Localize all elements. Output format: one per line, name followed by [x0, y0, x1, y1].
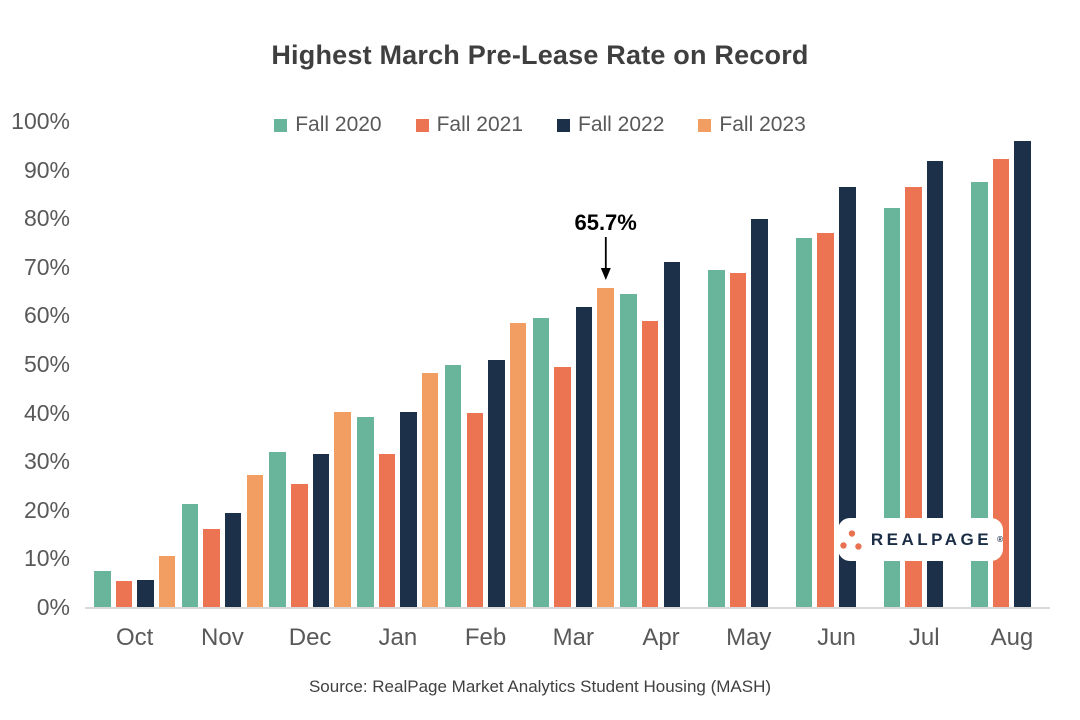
bar-fall-2020-oct	[94, 571, 111, 607]
data-label-value: 65.7%	[574, 209, 637, 235]
y-tick-label-50: 50%	[23, 351, 70, 377]
bar-fall-2020-may	[708, 270, 725, 607]
realpage-logo: REALPAGE ®	[838, 518, 1003, 561]
bar-fall-2023-mar	[597, 287, 614, 607]
bar-fall-2021-aug	[992, 158, 1010, 607]
chart-title: Highest March Pre-Lease Rate on Record	[271, 40, 809, 70]
bar-fall-2022-jun	[839, 186, 856, 607]
legend-swatch-icon	[415, 118, 429, 132]
legend-item-fall-2021: Fall 2021	[415, 113, 523, 137]
legend-item-fall-2023: Fall 2023	[698, 113, 806, 137]
bar-fall-2022-may	[751, 219, 768, 607]
legend-item-fall-2020: Fall 2020	[274, 113, 382, 137]
bar-fall-2021-jan	[378, 454, 396, 607]
legend-label: Fall 2021	[436, 113, 523, 136]
y-tick-label-70: 70%	[23, 253, 70, 280]
plot-area	[85, 121, 1050, 609]
x-tick-label-dec: Dec	[288, 624, 332, 651]
y-tick-label-20: 20%	[23, 496, 70, 523]
x-tick-label-aug: Aug	[990, 624, 1034, 651]
y-tick-label-80: 80%	[23, 205, 70, 232]
bar-fall-2021-dec	[291, 483, 308, 607]
chart-legend: Fall 2020 Fall 2021 Fall 2022 Fall 2023	[0, 113, 1080, 137]
bar-fall-2021-apr	[641, 320, 659, 607]
bar-fall-2022-mar	[575, 307, 593, 607]
x-tick-label-jun: Jun	[817, 624, 856, 651]
y-tick-label-90: 90%	[23, 156, 70, 183]
x-tick-label-nov: Nov	[201, 624, 244, 651]
x-tick-label-oct: Oct	[115, 624, 154, 651]
y-tick-label-10: 10%	[23, 545, 70, 572]
bar-fall-2022-jul	[926, 161, 944, 607]
bar-fall-2021-jul	[905, 187, 922, 607]
y-tick-label-40: 40%	[23, 399, 70, 426]
y-tick-label-100: 100%	[11, 108, 70, 134]
bar-fall-2020-apr	[620, 293, 637, 607]
x-tick-label-may: May	[726, 624, 772, 651]
bar-fall-2022-feb	[488, 359, 505, 607]
bar-fall-2022-apr	[663, 262, 681, 607]
x-tick-label-mar: Mar	[552, 624, 594, 651]
x-axis: Oct Nov Dec Jan Feb Mar Apr May Jun Jul Aug	[85, 624, 1050, 656]
bar-fall-2021-may	[729, 273, 747, 607]
realpage-logo-text: REALPAGE	[870, 530, 993, 549]
bar-fall-2023-jan	[421, 373, 439, 607]
bar-fall-2020-jul	[883, 208, 901, 607]
bar-fall-2020-nov	[181, 504, 199, 607]
bar-fall-2021-oct	[115, 581, 133, 607]
legend-label: Fall 2022	[578, 113, 665, 136]
arrow-down-icon	[600, 236, 611, 280]
x-tick-label-feb: Feb	[464, 624, 507, 651]
trademark-symbol: ®	[997, 534, 1003, 544]
bar-fall-2021-jun	[817, 232, 834, 607]
legend-swatch-icon	[274, 118, 288, 132]
bar-fall-2020-mar	[532, 317, 550, 607]
bar-fall-2022-jan	[400, 411, 417, 607]
bar-fall-2022-dec	[312, 453, 330, 607]
bar-fall-2023-feb	[509, 323, 527, 607]
x-tick-label-jul: Jul	[908, 624, 940, 651]
bar-fall-2020-aug	[971, 181, 988, 607]
legend-label: Fall 2023	[719, 113, 806, 136]
x-tick-label-jan: Jan	[378, 624, 418, 651]
legend-label: Fall 2020	[295, 113, 382, 136]
y-tick-label-60: 60%	[23, 302, 70, 329]
bar-fall-2022-oct	[137, 579, 154, 607]
legend-swatch-icon	[557, 118, 570, 132]
legend-item-fall-2022: Fall 2022	[557, 113, 664, 137]
bar-fall-2021-nov	[203, 529, 220, 607]
realpage-dots-icon	[840, 529, 862, 550]
y-tick-label-0: 0%	[36, 594, 70, 620]
bar-fall-2021-feb	[466, 413, 483, 607]
bar-fall-2022-aug	[1014, 140, 1031, 607]
legend-swatch-icon	[698, 118, 712, 132]
y-axis: 0% 10% 20% 30% 40% 50% 60% 70% 80% 90% 100%	[0, 108, 70, 620]
bar-fall-2023-oct	[158, 555, 176, 607]
bar-fall-2020-dec	[269, 451, 286, 607]
bar-fall-2021-mar	[554, 367, 571, 607]
data-label-callout: 65.7%	[574, 209, 637, 280]
bar-fall-2023-dec	[334, 411, 351, 607]
bar-fall-2023-nov	[246, 474, 264, 607]
x-tick-label-apr: Apr	[642, 624, 680, 651]
bar-fall-2022-nov	[224, 513, 242, 607]
bar-fall-2020-feb	[444, 364, 462, 607]
y-tick-label-30: 30%	[23, 448, 70, 475]
bar-fall-2020-jan	[357, 417, 374, 607]
source-note: Source: RealPage Market Analytics Studen…	[308, 677, 772, 696]
bar-fall-2020-jun	[795, 238, 813, 607]
